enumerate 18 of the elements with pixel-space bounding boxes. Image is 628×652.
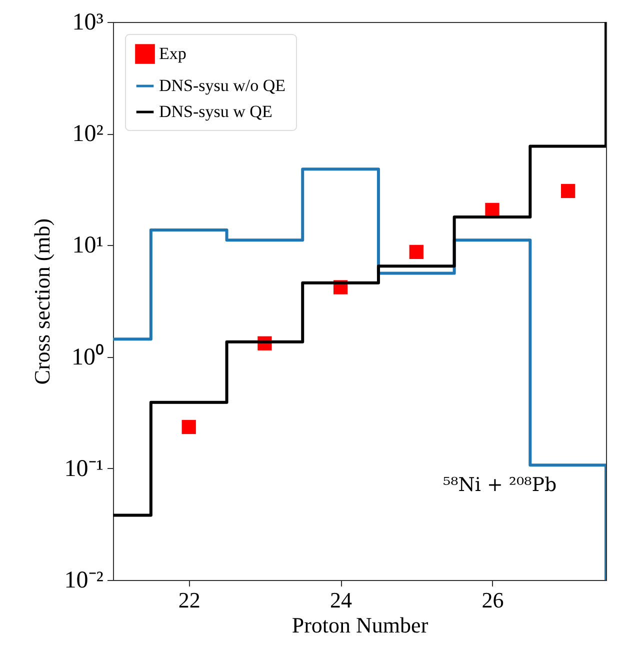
- x-tick-label: 24: [330, 588, 352, 612]
- x-tick-label: 26: [482, 588, 504, 612]
- annotation: ⁵⁸Ni + ²⁰⁸Pb: [442, 474, 557, 496]
- y-tick-label: 10⁻²: [64, 568, 104, 594]
- y-tick-label: 10³: [72, 10, 104, 36]
- y-tick-label: 10⁻¹: [64, 456, 104, 482]
- x-axis-title: Proton Number: [292, 612, 429, 638]
- x-tick-label: 22: [178, 588, 200, 612]
- y-axis-title: Cross section (mb): [29, 218, 54, 385]
- point: [409, 244, 424, 260]
- y-tick-label: 10²: [72, 121, 104, 148]
- y-tick-label: 10⁰: [72, 343, 104, 370]
- legend-label: Exp: [159, 44, 186, 63]
- point: [561, 184, 576, 198]
- y-tick-label: 10¹: [72, 232, 104, 259]
- legend-label: DNS-sysu w/o QE: [159, 76, 286, 95]
- point: [182, 420, 196, 434]
- legend-label: DNS-sysu w QE: [159, 102, 272, 121]
